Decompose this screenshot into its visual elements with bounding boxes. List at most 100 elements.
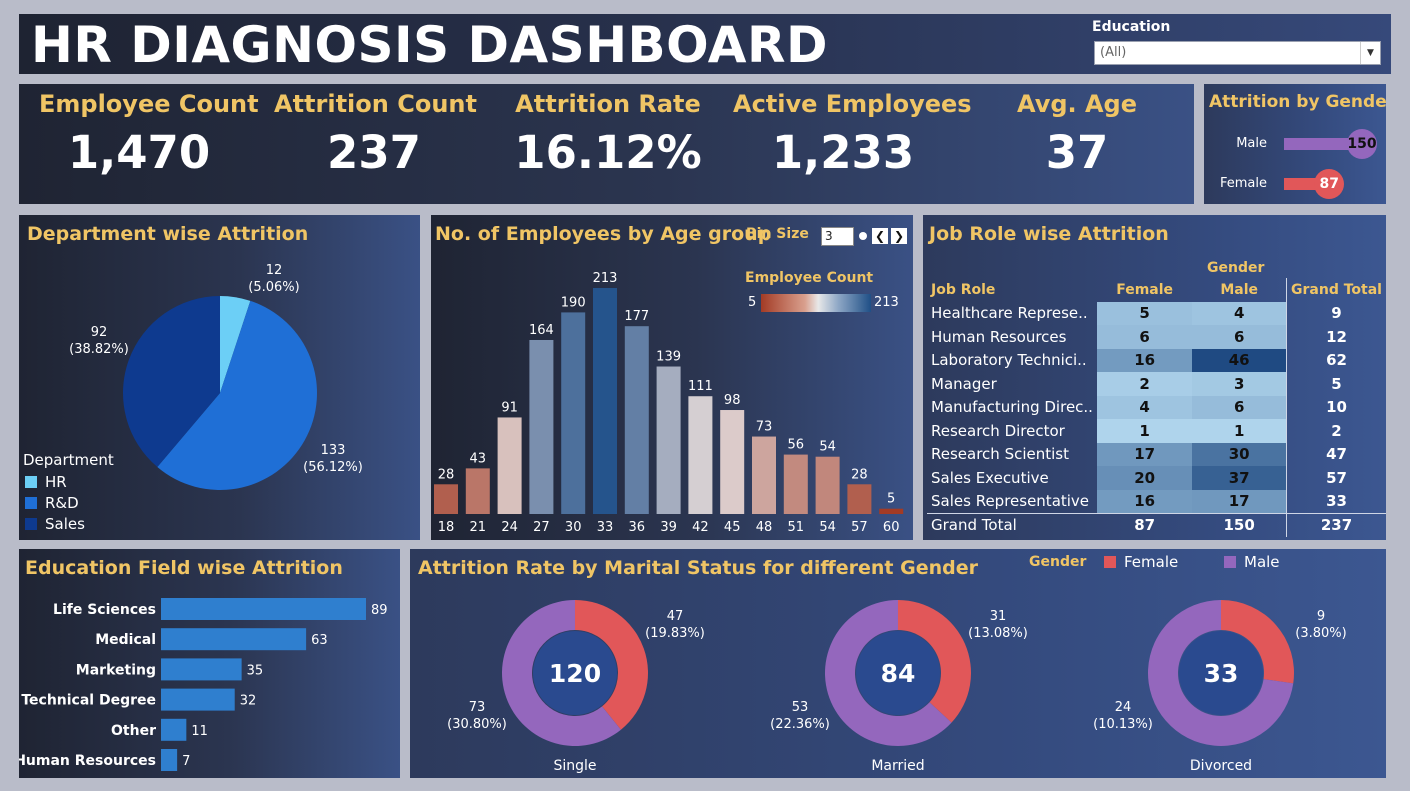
pie-slice[interactable]: [123, 296, 220, 468]
age-bar[interactable]: [561, 312, 586, 514]
table-row[interactable]: Sales Executive 20 37 57: [927, 466, 1386, 490]
legend-item[interactable]: Sales: [25, 515, 85, 533]
education-bar[interactable]: [161, 598, 366, 620]
education-field-bar-chart: Life Sciences 89 Medical 63 Marketing 35 Techn…: [19, 598, 388, 771]
pie-slice[interactable]: [220, 296, 251, 393]
table-row[interactable]: Laboratory Technici.. 16 46 62: [927, 348, 1386, 372]
x-tick-label: 57: [851, 520, 868, 535]
age-bar[interactable]: [593, 288, 617, 514]
column-header[interactable]: Female: [1116, 281, 1174, 298]
total-cell: 47: [1286, 442, 1386, 466]
job-role-name: Research Scientist: [931, 445, 1069, 464]
age-bar[interactable]: [656, 366, 681, 514]
chevron-left-icon[interactable]: ❮: [872, 228, 888, 244]
education-bar[interactable]: [161, 688, 235, 711]
education-filter-select[interactable]: (All) ▼: [1094, 41, 1381, 65]
female-cell: 2: [1096, 372, 1193, 396]
job-role-name: Sales Representative: [931, 492, 1090, 510]
donut-female-segment[interactable]: [898, 600, 971, 723]
age-bar[interactable]: [879, 508, 904, 514]
legend-label: Female: [1124, 553, 1179, 571]
donut-female-segment[interactable]: [575, 600, 648, 730]
gender-bar[interactable]: [1284, 138, 1362, 150]
age-group-panel: No. of Employees by Age group Bin Size 3…: [431, 215, 913, 540]
donut-male-segment[interactable]: [1148, 600, 1294, 746]
column-header[interactable]: Job Role: [931, 281, 996, 298]
bar-value-label: 5: [887, 492, 895, 507]
age-bar[interactable]: [624, 326, 649, 514]
education-bar[interactable]: [161, 749, 178, 771]
female-cell: 5: [1096, 301, 1193, 325]
pie-slice[interactable]: [157, 300, 318, 490]
age-bar[interactable]: [434, 484, 458, 514]
slider-thumb-icon[interactable]: [859, 232, 867, 240]
donut-center: [1179, 631, 1263, 715]
bar-value-label: 213: [593, 271, 618, 286]
color-legend-gradient: [761, 294, 871, 312]
education-bar[interactable]: [161, 628, 307, 651]
bar-value-label: 35: [247, 663, 264, 678]
kpi-avg-age: Avg. Age 37: [977, 90, 1177, 179]
legend-label: Male: [1244, 553, 1280, 571]
age-bar[interactable]: [720, 410, 745, 514]
kpi-label: Attrition Rate: [515, 90, 701, 118]
total-cell: 10: [1286, 395, 1386, 419]
female-cell: 16: [1096, 489, 1193, 513]
chevron-down-icon[interactable]: ▼: [1360, 42, 1380, 64]
kpi-value: 37: [1045, 126, 1109, 179]
gender-bar-label: Female: [1219, 176, 1267, 191]
column-header[interactable]: Grand Total: [1286, 278, 1386, 302]
x-tick-label: 36: [629, 520, 646, 535]
bin-size-input[interactable]: 3: [821, 227, 854, 246]
donut-male-segment[interactable]: [825, 600, 952, 746]
table-row[interactable]: Manager 2 3 5: [927, 372, 1386, 396]
kpi-attrition-count: Attrition Count 237: [274, 90, 477, 179]
table-row[interactable]: Sales Representative 16 17 33: [927, 489, 1386, 513]
bar-value-label: 63: [311, 633, 328, 648]
kpi-label: Active Employees: [733, 90, 972, 118]
legend-title: Department: [23, 451, 114, 469]
kpi-employee-count: Employee Count 1,470: [39, 90, 259, 179]
legend-item[interactable]: R&D: [25, 494, 79, 512]
female-cell: 4: [1096, 395, 1193, 419]
gender-value-label: 87: [1314, 169, 1345, 199]
x-tick-label: 18: [438, 520, 455, 535]
x-tick-label: 54: [819, 520, 836, 535]
education-filter-value: (All): [1100, 45, 1127, 60]
donut-male-segment[interactable]: [502, 600, 621, 746]
age-bar[interactable]: [497, 417, 522, 514]
male-value-label: 53: [792, 700, 809, 715]
age-bar[interactable]: [465, 468, 490, 514]
bar-value-label: 32: [240, 694, 257, 709]
bar-value-label: 11: [191, 724, 208, 739]
table-row[interactable]: Human Resources 6 6 12: [927, 325, 1386, 349]
age-bar[interactable]: [752, 436, 776, 514]
bar-value-label: 28: [851, 467, 868, 482]
legend-item[interactable]: HR: [25, 473, 67, 491]
table-row[interactable]: Healthcare Represe.. 5 4 9: [927, 301, 1386, 325]
total-cell: 5: [1286, 372, 1386, 396]
bar-value-label: 139: [656, 350, 681, 365]
education-bar[interactable]: [161, 718, 187, 741]
column-header[interactable]: Male: [1220, 281, 1258, 298]
legend-item-female: Female: [1104, 553, 1178, 571]
age-bar[interactable]: [815, 456, 840, 514]
color-legend-min: 5: [748, 295, 757, 310]
age-bar[interactable]: [847, 484, 872, 514]
table-row[interactable]: Research Director 1 1 2: [927, 419, 1386, 443]
pie-value-label: 92: [91, 325, 108, 340]
education-bar[interactable]: [161, 658, 242, 681]
total-cell: 33: [1286, 489, 1386, 513]
table-row[interactable]: Manufacturing Direc.. 4 6 10: [927, 395, 1386, 419]
gender-bar-label: Male: [1236, 136, 1267, 151]
job-role-name: Research Director: [931, 421, 1065, 440]
table-row[interactable]: Research Scientist 17 30 47: [927, 442, 1386, 466]
age-bar[interactable]: [529, 339, 554, 514]
chevron-right-icon[interactable]: ❯: [891, 228, 907, 244]
donut-female-segment[interactable]: [1221, 600, 1294, 684]
page-title: HR DIAGNOSIS DASHBOARD: [31, 16, 829, 74]
age-bar[interactable]: [783, 454, 808, 514]
donut-center: [856, 631, 940, 715]
bin-size-label: Bin Size: [746, 226, 809, 242]
age-bar[interactable]: [688, 396, 713, 514]
